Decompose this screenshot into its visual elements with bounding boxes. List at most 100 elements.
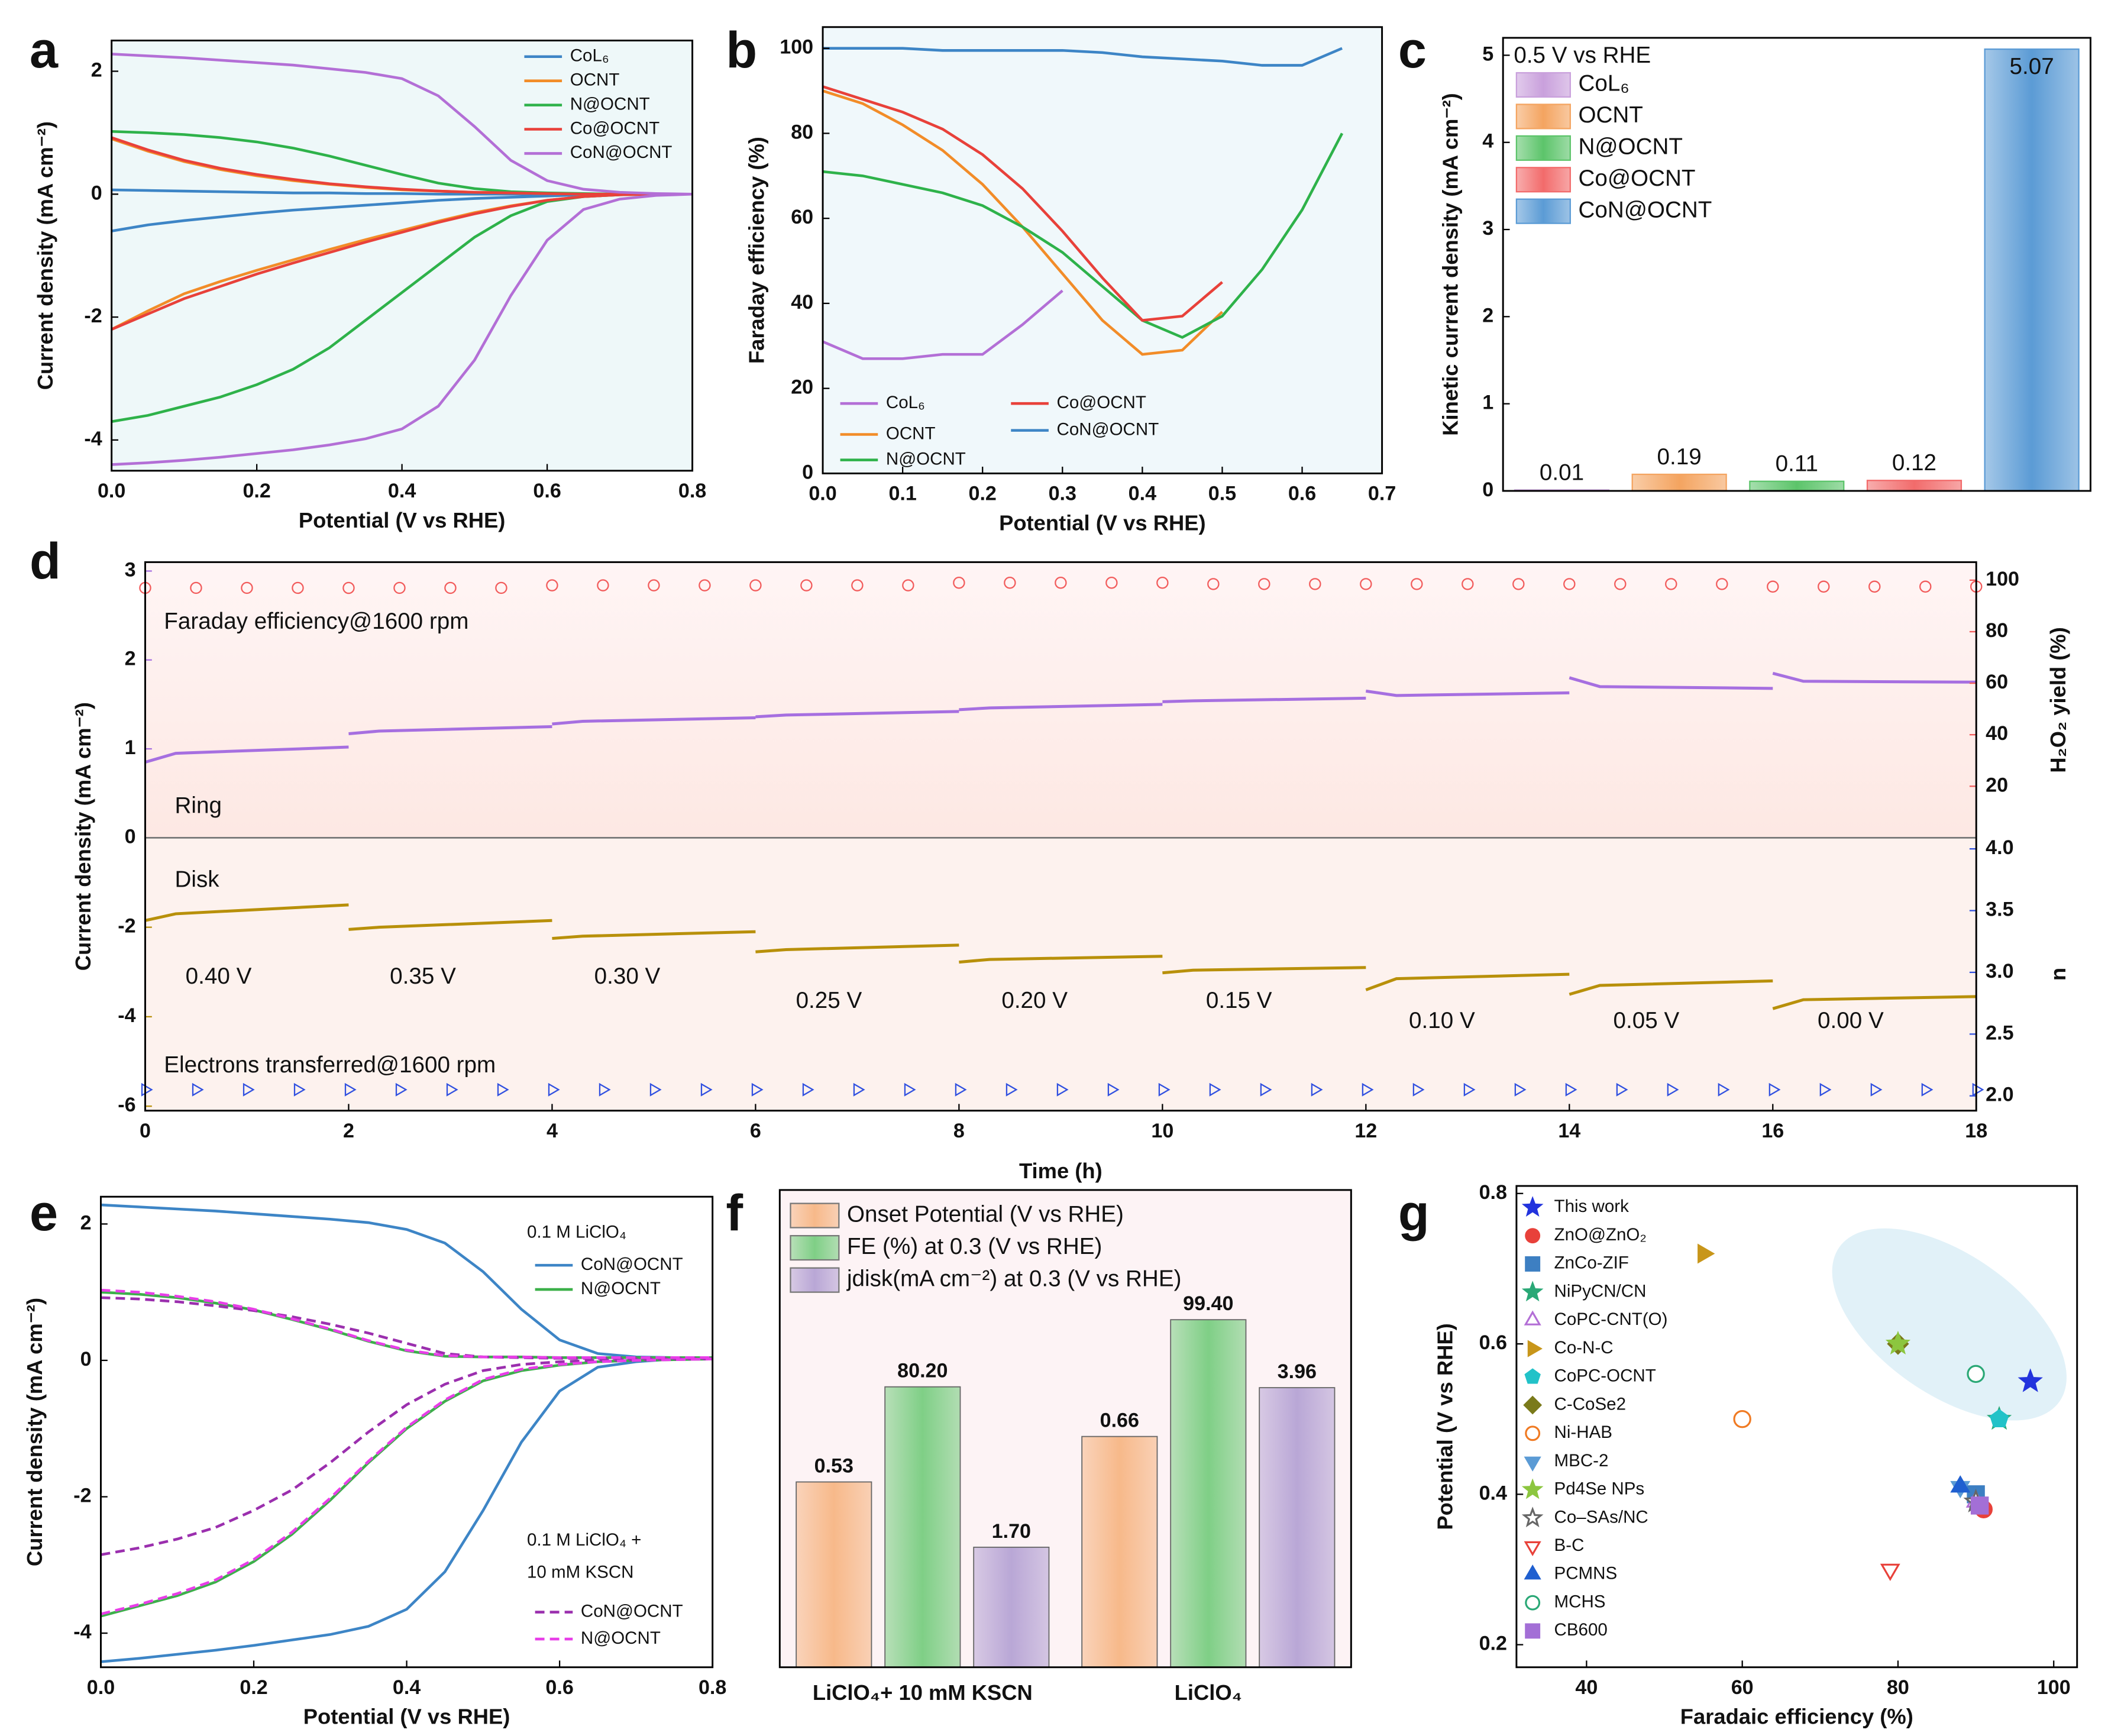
step-label: 0.00 V: [1818, 1008, 1884, 1033]
x-axis-title: Time (h): [1019, 1159, 1103, 1183]
y2-tick-label: 2.0: [1986, 1084, 2013, 1106]
data-marker: [853, 1082, 865, 1097]
x-tick-label: 12: [1354, 1120, 1377, 1142]
data-marker: [1614, 578, 1627, 590]
legend-marker: [1525, 1256, 1541, 1272]
x-tick-label: 4: [547, 1120, 558, 1142]
legend-label: N@OCNT: [1578, 134, 1683, 160]
legend-label: N@OCNT: [886, 449, 966, 468]
legend-marker: [1521, 1478, 1544, 1499]
legend-label: Co–SAs/NC: [1554, 1507, 1648, 1527]
data-marker: [1362, 1082, 1374, 1097]
legend-label: Co-N-C: [1554, 1338, 1614, 1357]
plot-frame: [144, 561, 1977, 1112]
bar: [1984, 48, 2080, 492]
bar: [884, 1386, 961, 1668]
y2-tick-label: 4.0: [1986, 836, 2013, 859]
data-line: [822, 85, 1223, 322]
data-marker: [700, 1082, 713, 1097]
y-tick-label: 3: [125, 558, 136, 581]
legend-swatch: [790, 1202, 840, 1229]
data-marker: [1767, 580, 1779, 593]
y-tick-label: 0: [80, 1348, 92, 1370]
data-marker: [444, 581, 457, 594]
legend-swatch: [790, 1267, 840, 1293]
annotation: 0.1 M LiClO₄ +: [527, 1530, 641, 1550]
legend-label: CoN@OCNT: [1578, 197, 1712, 222]
x-tick-label: 0.8: [678, 480, 706, 502]
x-tick-label: 0: [140, 1120, 151, 1142]
x-tick-label: 16: [1761, 1120, 1784, 1142]
data-marker: [548, 1082, 560, 1097]
legend-label: Pd4Se NPs: [1554, 1479, 1645, 1499]
plot-background: [780, 1189, 1352, 1667]
panel-label: e: [30, 1185, 58, 1242]
data-marker: [1870, 1082, 1883, 1097]
data-line: [111, 53, 693, 196]
plot-background: [145, 838, 1977, 1111]
y-tick-label: 20: [791, 376, 813, 399]
y-tick-label: -4: [73, 1621, 91, 1643]
step-label: 0.20 V: [1001, 988, 1068, 1013]
legend-swatch: [1515, 135, 1571, 161]
value-label: 80.20: [897, 1360, 948, 1382]
legend-marker: [1525, 1595, 1541, 1611]
legend-label: Onset Potential (V vs RHE): [847, 1201, 1124, 1227]
data-marker: [446, 1082, 458, 1097]
highlight-region: [1832, 1228, 2067, 1421]
legend-label: This work: [1554, 1197, 1630, 1216]
legend-marker: [1521, 1281, 1544, 1302]
x-tick-label: 0.1: [888, 483, 916, 505]
data-marker: [190, 581, 202, 594]
data-marker: [395, 1082, 408, 1097]
data-marker: [1616, 1082, 1628, 1097]
legend-label: CB600: [1554, 1620, 1608, 1640]
y-tick-label: 0: [1482, 479, 1493, 501]
annotation: 0.1 M LiClO₄: [527, 1222, 626, 1242]
y2-axis-title: H₂O₂ yield (%): [2046, 627, 2070, 772]
y-tick-label: 80: [791, 121, 813, 143]
data-marker: [1411, 578, 1423, 590]
data-marker: [1258, 578, 1270, 590]
bar: [796, 1481, 872, 1668]
y-tick-label: -4: [118, 1004, 135, 1027]
legend-label: CoN@OCNT: [581, 1255, 683, 1274]
value-label: 3.96: [1278, 1360, 1317, 1383]
plot-background: [101, 1197, 713, 1667]
data-marker: [141, 1082, 153, 1097]
legend-label: OCNT: [570, 70, 620, 89]
data-marker: [1665, 578, 1677, 590]
legend-label: CoL₆: [886, 393, 925, 412]
data-marker: [1919, 580, 1932, 593]
data-marker: [1207, 578, 1220, 590]
data-marker: [497, 1082, 509, 1097]
legend-label: Co@OCNT: [1057, 393, 1146, 412]
value-label: 5.07: [2010, 54, 2054, 79]
step-label: 0.35 V: [390, 964, 456, 989]
data-point: [1989, 1409, 2009, 1427]
data-line: [101, 1357, 713, 1663]
x-axis-title: Faradaic efficiency (%): [1680, 1705, 1913, 1729]
data-marker: [1972, 1082, 1984, 1097]
data-marker: [802, 1082, 814, 1097]
y2-tick-label: 3.0: [1986, 960, 2013, 982]
step-label: 0.15 V: [1206, 988, 1272, 1013]
legend-label: CoPC-OCNT: [1554, 1366, 1656, 1386]
y2-tick-label: 60: [1986, 671, 2008, 693]
y-tick-label: 60: [791, 206, 813, 228]
plot-frame: [1515, 1185, 2078, 1669]
data-line: [101, 1288, 713, 1359]
y-tick-label: -2: [118, 915, 135, 937]
value-label: 1.70: [992, 1520, 1031, 1543]
x-tick-label: 0.6: [1288, 483, 1316, 505]
data-marker: [1309, 578, 1321, 590]
data-marker: [1819, 1082, 1832, 1097]
legend-label: CoL₆: [1578, 71, 1629, 96]
data-marker: [1463, 1082, 1476, 1097]
y-tick-label: 0.4: [1479, 1482, 1507, 1504]
chart-title: 0.5 V vs RHE: [1514, 43, 1651, 68]
legend-label: CoPC-CNT(O): [1554, 1310, 1668, 1329]
data-marker: [953, 577, 965, 589]
annotation: 10 mM KSCN: [527, 1562, 634, 1582]
